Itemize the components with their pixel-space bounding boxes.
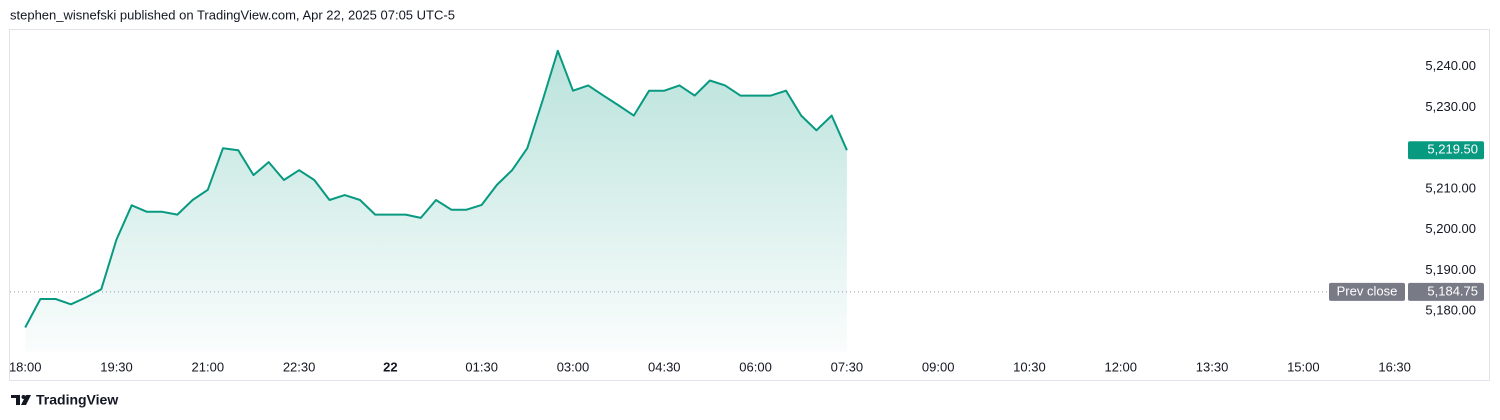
y-tick-label: 5,190.00	[1425, 262, 1476, 277]
y-tick-label: 5,210.00	[1425, 180, 1476, 195]
brand-name: TradingView	[36, 392, 118, 408]
x-tick-label: 09:00	[922, 359, 955, 374]
x-tick-label: 03:00	[557, 359, 590, 374]
x-tick-label: 22	[383, 359, 397, 374]
x-tick-label: 22:30	[283, 359, 316, 374]
publish-info: stephen_wisnefski published on TradingVi…	[10, 7, 455, 22]
chart-frame	[9, 29, 1490, 381]
x-tick-label: 16:30	[1378, 359, 1411, 374]
prev-close-box	[1408, 282, 1484, 301]
x-tick-label: 15:00	[1287, 359, 1320, 374]
x-tick-label: 21:00	[192, 359, 225, 374]
y-tick-label: 5,180.00	[1425, 303, 1476, 318]
prev-close-name: Prev close	[1337, 283, 1398, 298]
x-tick-label: 13:30	[1196, 359, 1229, 374]
y-tick-label: 5,200.00	[1425, 221, 1476, 236]
x-tick-label: 18:00	[9, 359, 42, 374]
x-tick-label: 10:30	[1013, 359, 1046, 374]
last-price-box	[1408, 141, 1484, 160]
last-price-label: 5,219.50	[1427, 142, 1478, 157]
x-tick-label: 06:00	[739, 359, 772, 374]
prev-close-name-box	[1329, 282, 1405, 301]
price-line	[24, 49, 848, 328]
x-tick-label: 19:30	[100, 359, 133, 374]
prev-close-label: 5,184.75	[1427, 283, 1478, 298]
x-tick-label: 01:30	[465, 359, 498, 374]
x-tick-label: 07:30	[831, 359, 864, 374]
tv-logo	[11, 395, 31, 405]
x-tick-label: 04:30	[648, 359, 681, 374]
y-tick-label: 5,230.00	[1425, 99, 1476, 114]
y-tick-label: 5,240.00	[1425, 58, 1476, 73]
x-tick-label: 12:00	[1104, 359, 1137, 374]
